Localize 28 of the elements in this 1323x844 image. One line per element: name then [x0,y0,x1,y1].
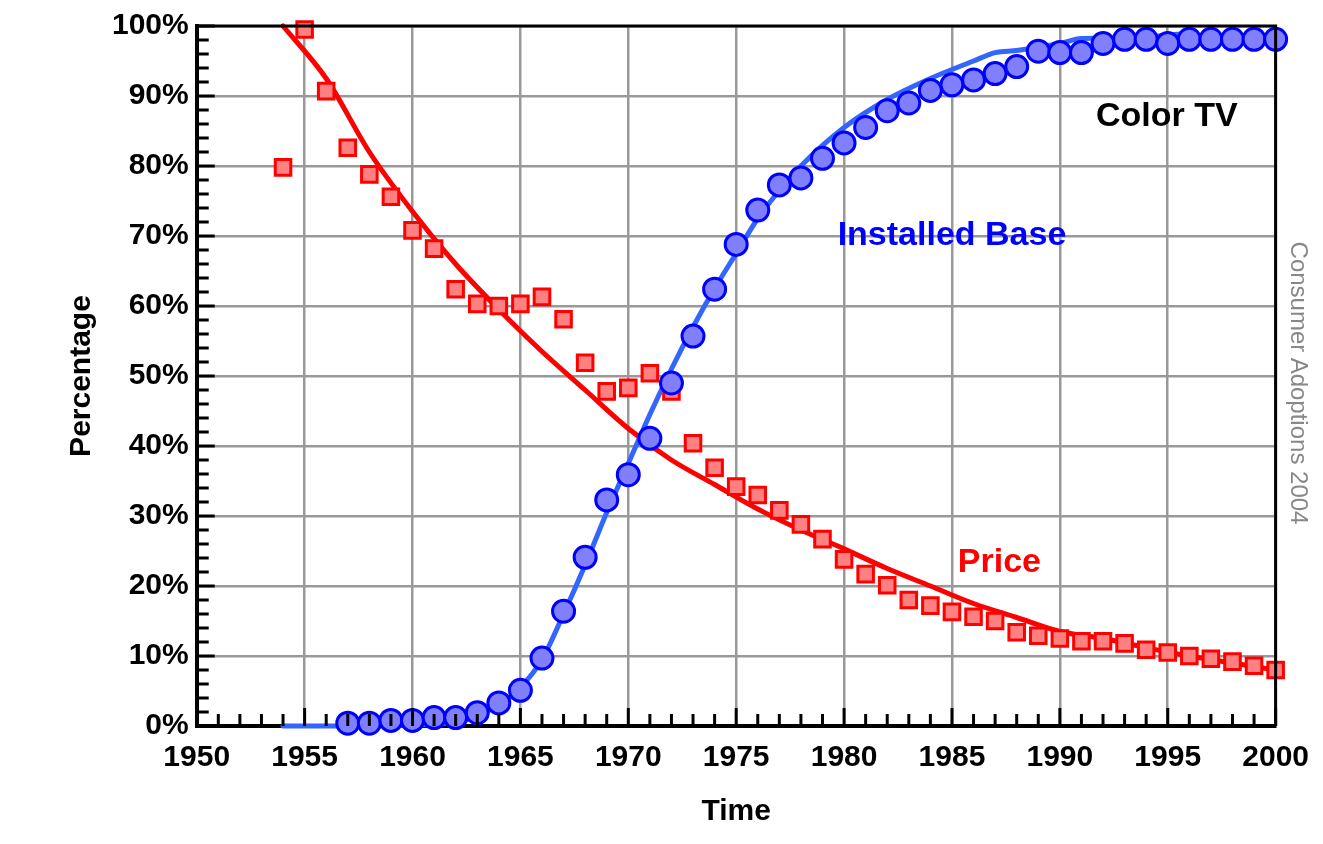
x-tick-label: 1975 [702,739,770,773]
text: Consumer Adoptions 2004 [1286,241,1314,525]
x-tick-label: 1990 [1026,739,1094,773]
x-tick-label: 1965 [487,739,554,773]
x-tick-label: 1985 [918,739,986,773]
x-tick-label: 1955 [271,739,338,773]
y-tick-label: 30% [128,497,189,531]
y-tick-label: 40% [128,427,189,461]
x-tick-label: 1960 [379,739,446,773]
x-tick-label: 2000 [1242,739,1310,773]
y-tick-label: 50% [128,357,189,391]
y-tick-label: 20% [128,567,189,601]
series-label: Price [957,541,1042,580]
y-tick-label: 0% [145,707,189,741]
annotation: Color TV [1095,95,1238,134]
y-tick-label: 80% [128,147,189,181]
y-tick-label: 90% [128,77,189,111]
y-tick-label: 60% [128,287,189,321]
y-tick-label: 70% [128,217,189,251]
x-axis-title: Time [701,793,771,827]
y-tick-label: 100% [111,7,189,41]
x-tick-label: 1980 [810,739,878,773]
x-tick-label: 1950 [163,739,231,773]
y-axis-title: Percentage [63,295,97,457]
series-label: Installed Base [837,214,1067,253]
x-tick-label: 1970 [594,739,662,773]
y-tick-label: 10% [128,637,189,671]
x-tick-label: 1995 [1134,739,1202,773]
